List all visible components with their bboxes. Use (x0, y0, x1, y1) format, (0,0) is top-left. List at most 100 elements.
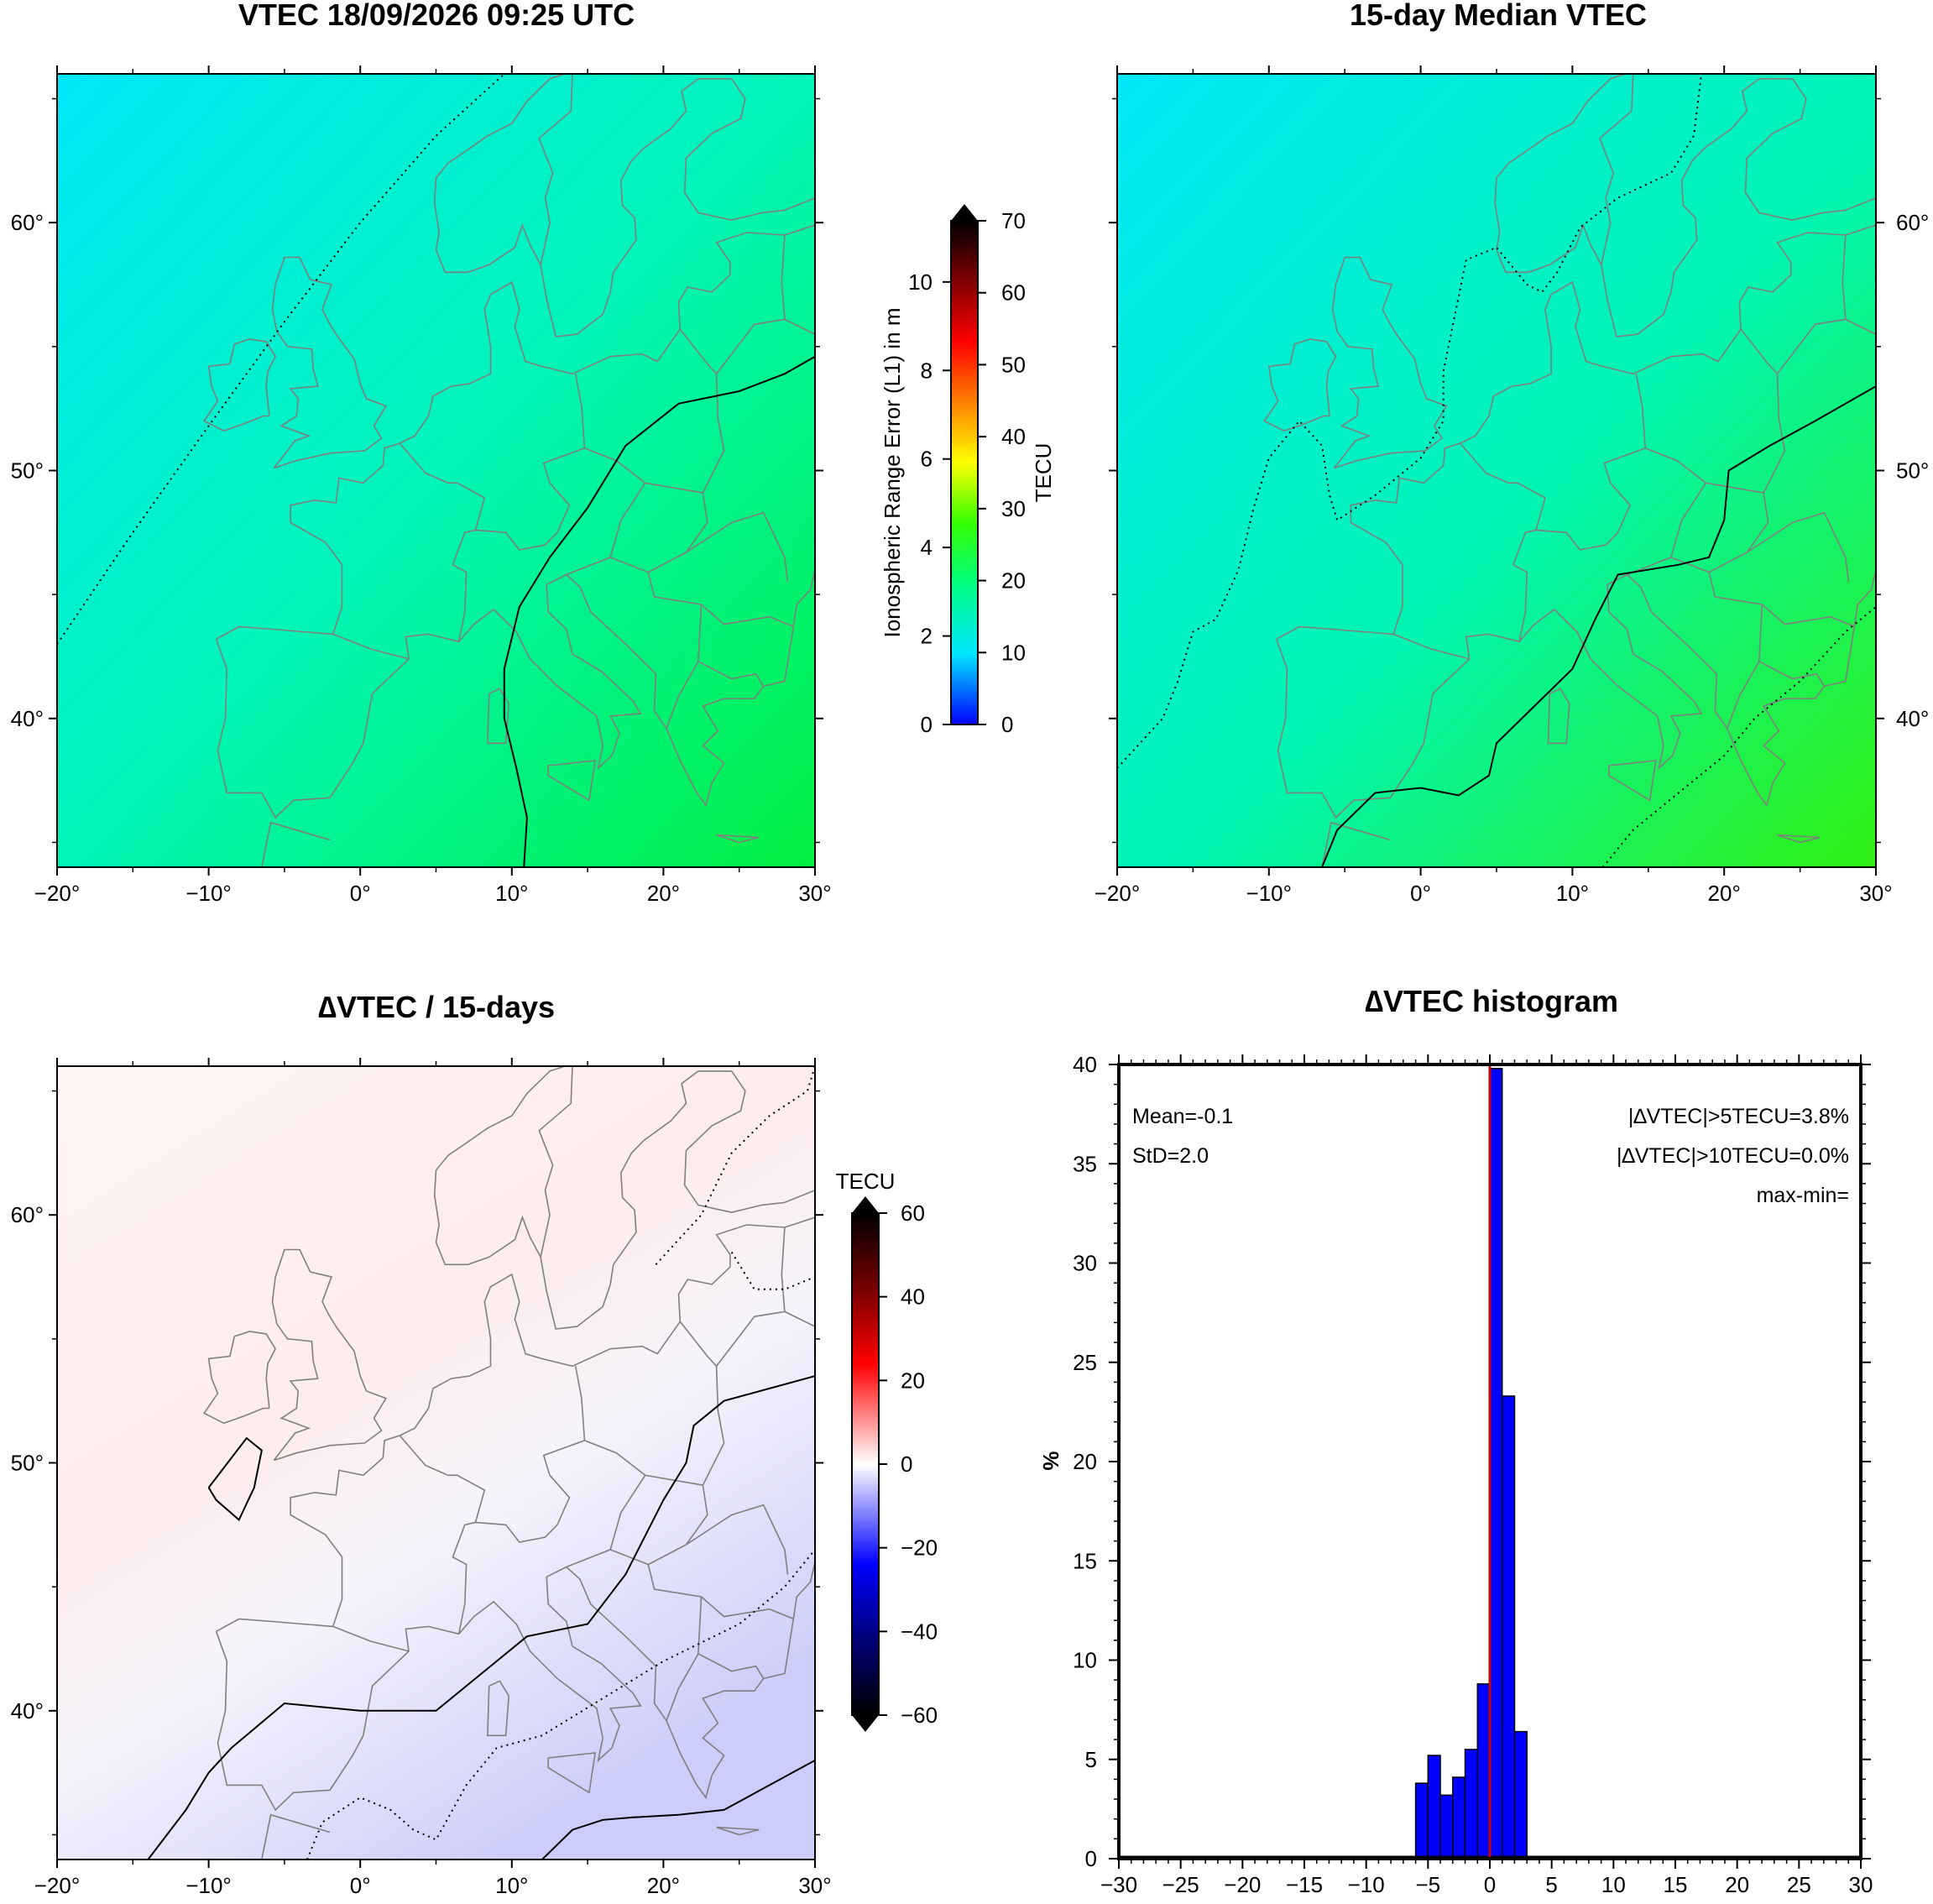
median-coastline (1746, 511, 1850, 583)
delta-coastline (566, 1474, 646, 1568)
delta-coastline (475, 1440, 703, 1543)
delta-lon-label: −20° (34, 1873, 81, 1898)
delta-colorbar-tick-label: −60 (901, 1703, 938, 1728)
vtec-colorbar: 0 10 20 30 40 50 60 70 0 2 4 6 8 10 TECU Ionospheric … (880, 204, 1056, 737)
median-lat-label: 50° (1896, 458, 1929, 484)
histogram-y-tick-label: 30 (1073, 1251, 1097, 1276)
vtec-colorbar-tecu-tick-label: 70 (1001, 208, 1026, 233)
vtec-colorbar-tecu-tick-label: 30 (1001, 496, 1026, 521)
histogram-y-tick-label: 0 (1085, 1846, 1097, 1871)
vtec-coastline (332, 633, 410, 660)
median-lon-label: 30° (1859, 881, 1892, 906)
median-coastline (1777, 834, 1821, 844)
hist-mean-label: Mean=-0.1 (1132, 1105, 1233, 1128)
delta-coastline (686, 1504, 789, 1575)
median-coastline (1276, 569, 1876, 819)
vtec-coastline (647, 572, 795, 628)
median-coastline (1598, 74, 1634, 265)
delta-coastline (781, 1227, 815, 1327)
median-coastline (1627, 482, 1707, 576)
delta-lon-label: 30° (798, 1873, 831, 1898)
histogram-x-tick-label: −25 (1162, 1872, 1199, 1897)
delta-coastline (679, 1321, 718, 1367)
vtec-coastline (574, 374, 586, 448)
histogram-x-tick-label: −10 (1348, 1872, 1385, 1897)
median-coastline (1708, 572, 1856, 628)
vtec-colorbar-meter-tick-label: 6 (921, 447, 933, 472)
vtec-map-field (57, 74, 815, 867)
vtec-colorbar-bar (950, 220, 979, 725)
delta-lat-label: 50° (11, 1451, 44, 1476)
vtec-coastline (435, 78, 815, 337)
median-coastline (1496, 78, 1876, 337)
histogram-y-tick-label: 25 (1073, 1350, 1097, 1375)
hist-ylabel: % (1038, 1451, 1063, 1470)
vtec-coastline (290, 224, 815, 635)
median-lon-label: −10° (1246, 881, 1293, 906)
median-contour-solid (1321, 385, 1876, 867)
delta-colorbar-tick-label: −20 (901, 1535, 938, 1561)
median-coastline (1758, 661, 1826, 687)
vtec-colorbar-tecu-tick-label: 10 (1001, 640, 1026, 665)
vtec-coastline (475, 447, 703, 551)
median-lon-label: 10° (1556, 881, 1589, 906)
histogram-x-tick-label: 25 (1787, 1872, 1811, 1897)
vtec-lat-label: 40° (11, 706, 44, 731)
histogram-bar (1427, 1755, 1441, 1860)
vtec-coastline (716, 834, 760, 844)
hist-gt5-label: |∆VTEC|>5TECU=3.8% (1628, 1105, 1849, 1128)
delta-colorbar-tick-label: −40 (901, 1619, 938, 1644)
histogram-x-tick-label: −30 (1100, 1872, 1137, 1897)
delta-colorbar: 60 40 20 0 −20 −40 −60 TECU (836, 1169, 938, 1732)
histogram-y-tick-label: 20 (1073, 1449, 1097, 1474)
median-coastline (1535, 447, 1764, 551)
delta-coastline (435, 1070, 815, 1330)
vtec-coastline (781, 234, 815, 335)
histogram-x-tick-label: 10 (1601, 1872, 1626, 1897)
median-coastline (1321, 821, 1391, 867)
median-coastline (1670, 318, 1846, 573)
vtec-colorbar-meter-tick-label: 4 (921, 535, 933, 560)
median-lon-label: −20° (1094, 881, 1141, 906)
median-coastline (1842, 234, 1876, 335)
median-vtec-map: −20° −10° 0° 10° 20° 30° 40° 50° 60° (1094, 65, 1929, 906)
median-coastline (1635, 374, 1646, 448)
histogram-x-tick-label: 20 (1725, 1872, 1749, 1897)
vtec-colorbar-meter-tick-label: 0 (921, 712, 933, 737)
delta-coastline (332, 1625, 410, 1652)
hist-maxmin-label: max-min= (1757, 1184, 1849, 1207)
histogram-y-tick-label: 35 (1073, 1151, 1097, 1176)
vtec-coastline (686, 511, 789, 583)
delta-coastline (697, 1653, 765, 1679)
delta-coastline (290, 1216, 815, 1627)
delta-coastline (215, 1561, 815, 1812)
histogram-bar (1439, 1794, 1454, 1860)
histogram-bar (1464, 1749, 1479, 1860)
delta-coastline (538, 1066, 573, 1258)
delta-coastline (271, 1248, 388, 1462)
median-lat-label: 40° (1896, 706, 1929, 731)
delta-coastline (647, 1564, 795, 1620)
delta-coastline (547, 1752, 597, 1794)
vtec-colorbar-tecu-tick-label: 20 (1001, 568, 1026, 594)
vtec-coastline (538, 74, 573, 265)
delta-colorbar-tick-label: 60 (901, 1200, 925, 1226)
histogram-bar (1513, 1730, 1528, 1860)
median-coastline (1276, 625, 1394, 641)
delta-coastline (574, 1366, 586, 1441)
delta-colorbar-tick-label: 40 (901, 1284, 925, 1310)
delta-lon-label: 0° (350, 1873, 371, 1898)
delta-contour-solid (147, 1375, 815, 1860)
delta-coastline (609, 1310, 786, 1566)
delta-colorbar-tick-label: 0 (901, 1452, 912, 1477)
title-median: 15-day Median VTEC (1350, 0, 1647, 32)
histogram-bar (1452, 1776, 1466, 1860)
delta-lon-label: 10° (495, 1873, 528, 1898)
median-coastline (1331, 256, 1448, 469)
delta-map-field (57, 1066, 815, 1860)
delta-vtec-map: −20° −10° 0° 10° 20° 30° 40° 50° 60° (11, 1058, 832, 1898)
median-coastline (1494, 74, 1626, 250)
histogram-x-tick-label: 5 (1545, 1872, 1557, 1897)
hist-gt10-label: |∆VTEC|>10TECU=0.0% (1617, 1144, 1849, 1168)
